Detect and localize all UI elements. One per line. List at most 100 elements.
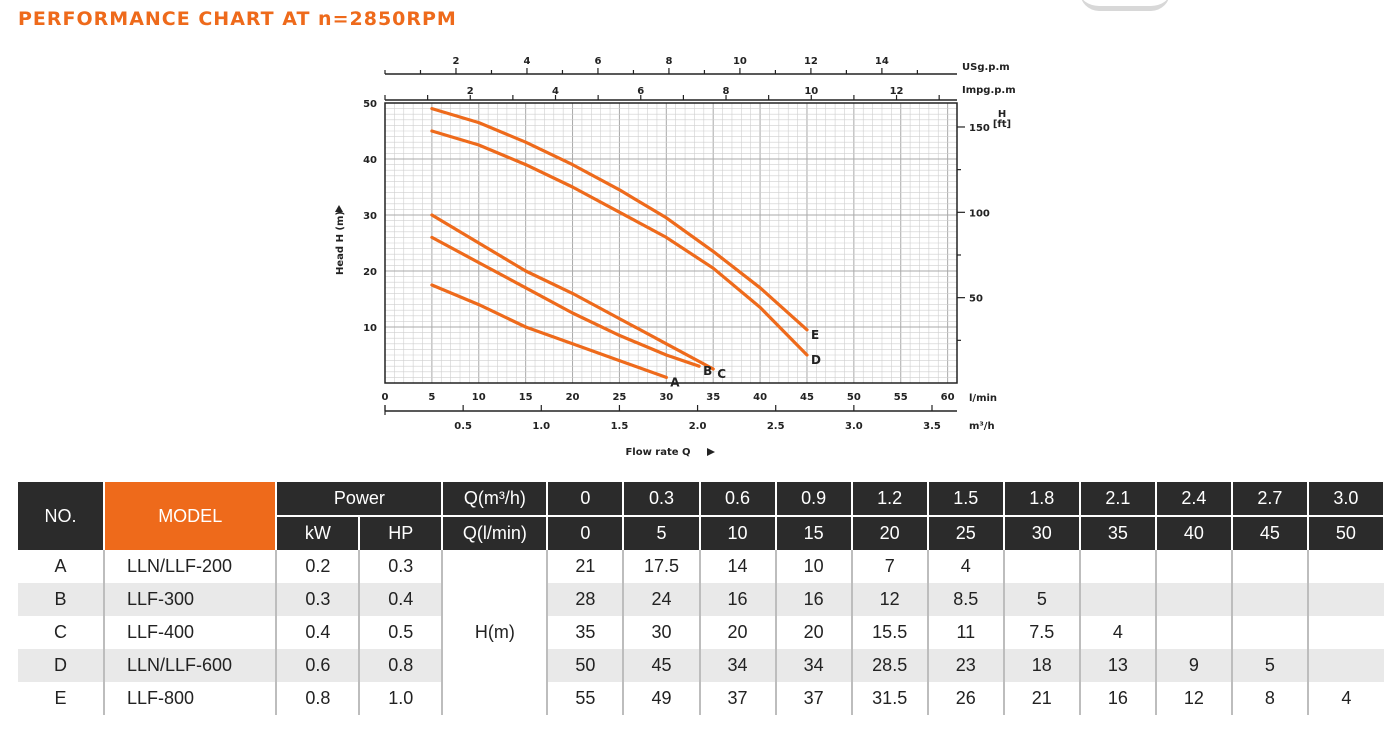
- y-tick-label: 50: [363, 99, 377, 110]
- x-tick-label: 55: [894, 392, 908, 403]
- cell-hp: 0.3: [359, 550, 444, 583]
- cell-model: LLF-800: [103, 682, 278, 715]
- y-tick-label: 30: [363, 211, 377, 222]
- page-title: PERFORMANCE CHART AT n=2850RPM: [18, 8, 457, 30]
- usgpm-tick-label: 10: [733, 56, 747, 67]
- cell-kw: 0.6: [276, 649, 361, 682]
- cell-kw: 0.4: [276, 616, 361, 649]
- impgpm-tick-label: 12: [890, 86, 904, 97]
- cell-head-value: 13: [1079, 649, 1157, 682]
- cell-head-value: 34: [775, 649, 853, 682]
- curve-b: [430, 235, 701, 368]
- cell-head-value: [1308, 550, 1384, 583]
- cell-head-value: [1231, 550, 1309, 583]
- header-q-m3h-value: 2.4: [1155, 482, 1233, 516]
- cell-head-value: 16: [699, 583, 777, 616]
- x-tick-label: 50: [847, 392, 861, 403]
- header-power: Power: [276, 482, 444, 516]
- cell-no: B: [18, 583, 105, 616]
- cell-model: LLF-400: [103, 616, 278, 649]
- header-q-m3h: Q(m³/h): [442, 482, 549, 516]
- x-tick-label: 0: [382, 392, 389, 403]
- cell-head-value: 23: [927, 649, 1005, 682]
- cell-head-value: 50: [547, 649, 625, 682]
- cell-head-value: 20: [775, 616, 853, 649]
- header-hp: HP: [359, 515, 444, 550]
- cell-head-value: [1155, 616, 1233, 649]
- header-q-m3h-value: 1.2: [851, 482, 929, 516]
- x-tick-label: 30: [659, 392, 673, 403]
- cell-head-value: 4: [1341, 688, 1352, 708]
- table-row: E LLF-800 0.8 1.0 55 49 37 37 31.5 26 21 16 12 8 4: [18, 682, 1384, 715]
- cell-head-value: 17.5: [623, 550, 701, 583]
- cell-head-value: 8.5: [927, 583, 1005, 616]
- header-q-lmin-value: 15: [775, 515, 853, 550]
- m3h-tick-label: 0.5: [454, 421, 472, 432]
- table-row: B LLF-300 0.3 0.4 28 24 16 16 12 8.5 5: [18, 583, 1384, 616]
- decorative-arc: [1080, 0, 1170, 11]
- header-q-lmin-value: 50: [1307, 515, 1386, 550]
- cell-head-value: [1155, 583, 1233, 616]
- usgpm-tick-label: 4: [523, 56, 530, 67]
- header-q-m3h-value: 2.7: [1231, 482, 1309, 516]
- header-q-lmin-value: 30: [1003, 515, 1081, 550]
- cell-head-value: 4: [1079, 616, 1157, 649]
- x-axis-arrow-icon: [707, 448, 715, 456]
- m3h-tick-label: 2.5: [767, 421, 785, 432]
- cell-head-value: 16: [775, 583, 853, 616]
- impgpm-unit-label: Impg.p.m: [962, 85, 1016, 96]
- cell-head-value: 30: [623, 616, 701, 649]
- header-q-lmin-value: 35: [1079, 515, 1157, 550]
- chart-curves: [430, 107, 809, 379]
- cell-no: C: [18, 616, 105, 649]
- cell-kw: 0.2: [276, 550, 361, 583]
- cell-head-value: 37: [775, 682, 853, 715]
- curve-d: [430, 129, 809, 357]
- cell-head-value: [1079, 550, 1157, 583]
- usgpm-tick-label: 12: [804, 56, 818, 67]
- cell-head-value: [1308, 616, 1384, 649]
- table-row: A LLN/LLF-200 0.2 0.3 H(m) 21 17.5 14 10 7 4: [18, 550, 1384, 715]
- ft-unit-h: H: [998, 109, 1006, 120]
- m3h-tick-label: 3.0: [845, 421, 863, 432]
- table-row: D LLN/LLF-600 0.6 0.8 50 45 34 34 28.5 23 18 13 9 5: [18, 649, 1384, 682]
- cell-h-label: H(m): [442, 550, 549, 715]
- cell-head-value: 18: [1003, 649, 1081, 682]
- cell-model: LLN/LLF-200: [103, 550, 278, 583]
- y-axis-label: Head H (m): [335, 211, 346, 275]
- header-q-lmin: Q(l/min): [442, 515, 549, 550]
- curve-label-d: D: [811, 353, 821, 367]
- m3h-tick-label: 2.0: [689, 421, 707, 432]
- header-q-m3h-value: 0.3: [623, 482, 701, 516]
- chart-grid: [384, 102, 958, 384]
- cell-kw: 0.3: [276, 583, 361, 616]
- cell-head-value: 21: [547, 550, 625, 583]
- cell-head-value: 34: [699, 649, 777, 682]
- header-q-lmin-value: 40: [1155, 515, 1233, 550]
- cell-head-value: 7: [851, 550, 929, 583]
- x-tick-label: 40: [753, 392, 767, 403]
- cell-head-value: 12: [851, 583, 929, 616]
- cell-head-value: [1155, 550, 1233, 583]
- y-axis-arrow-icon: [335, 205, 343, 212]
- header-q-lmin-value: 45: [1231, 515, 1309, 550]
- header-kw: kW: [276, 515, 361, 550]
- cell-head-value: 7.5: [1003, 616, 1081, 649]
- ft-unit-label: [ft]: [993, 119, 1011, 130]
- curve-label-e: E: [811, 328, 819, 342]
- cell-head-value: 49: [623, 682, 701, 715]
- y-tick-label: 40: [363, 155, 377, 166]
- x-unit-label: l/min: [969, 393, 997, 404]
- cell-head-value: 9: [1155, 649, 1233, 682]
- cell-head-value: 5: [1231, 649, 1309, 682]
- ft-tick-label: 100: [969, 208, 990, 219]
- header-q-m3h-value: 0: [547, 482, 625, 516]
- cell-head-value: 31.5: [851, 682, 929, 715]
- header-q-lmin-value: 5: [623, 515, 701, 550]
- cell-head-value: 26: [927, 682, 1005, 715]
- header-row: kW HP Q(l/min) 0 5 10 15 20 25 30 35 40 45 50: [18, 515, 1386, 550]
- cell-head-value: [1231, 616, 1309, 649]
- impgpm-tick-label: 4: [552, 86, 559, 97]
- cell-head-value: [1003, 550, 1081, 583]
